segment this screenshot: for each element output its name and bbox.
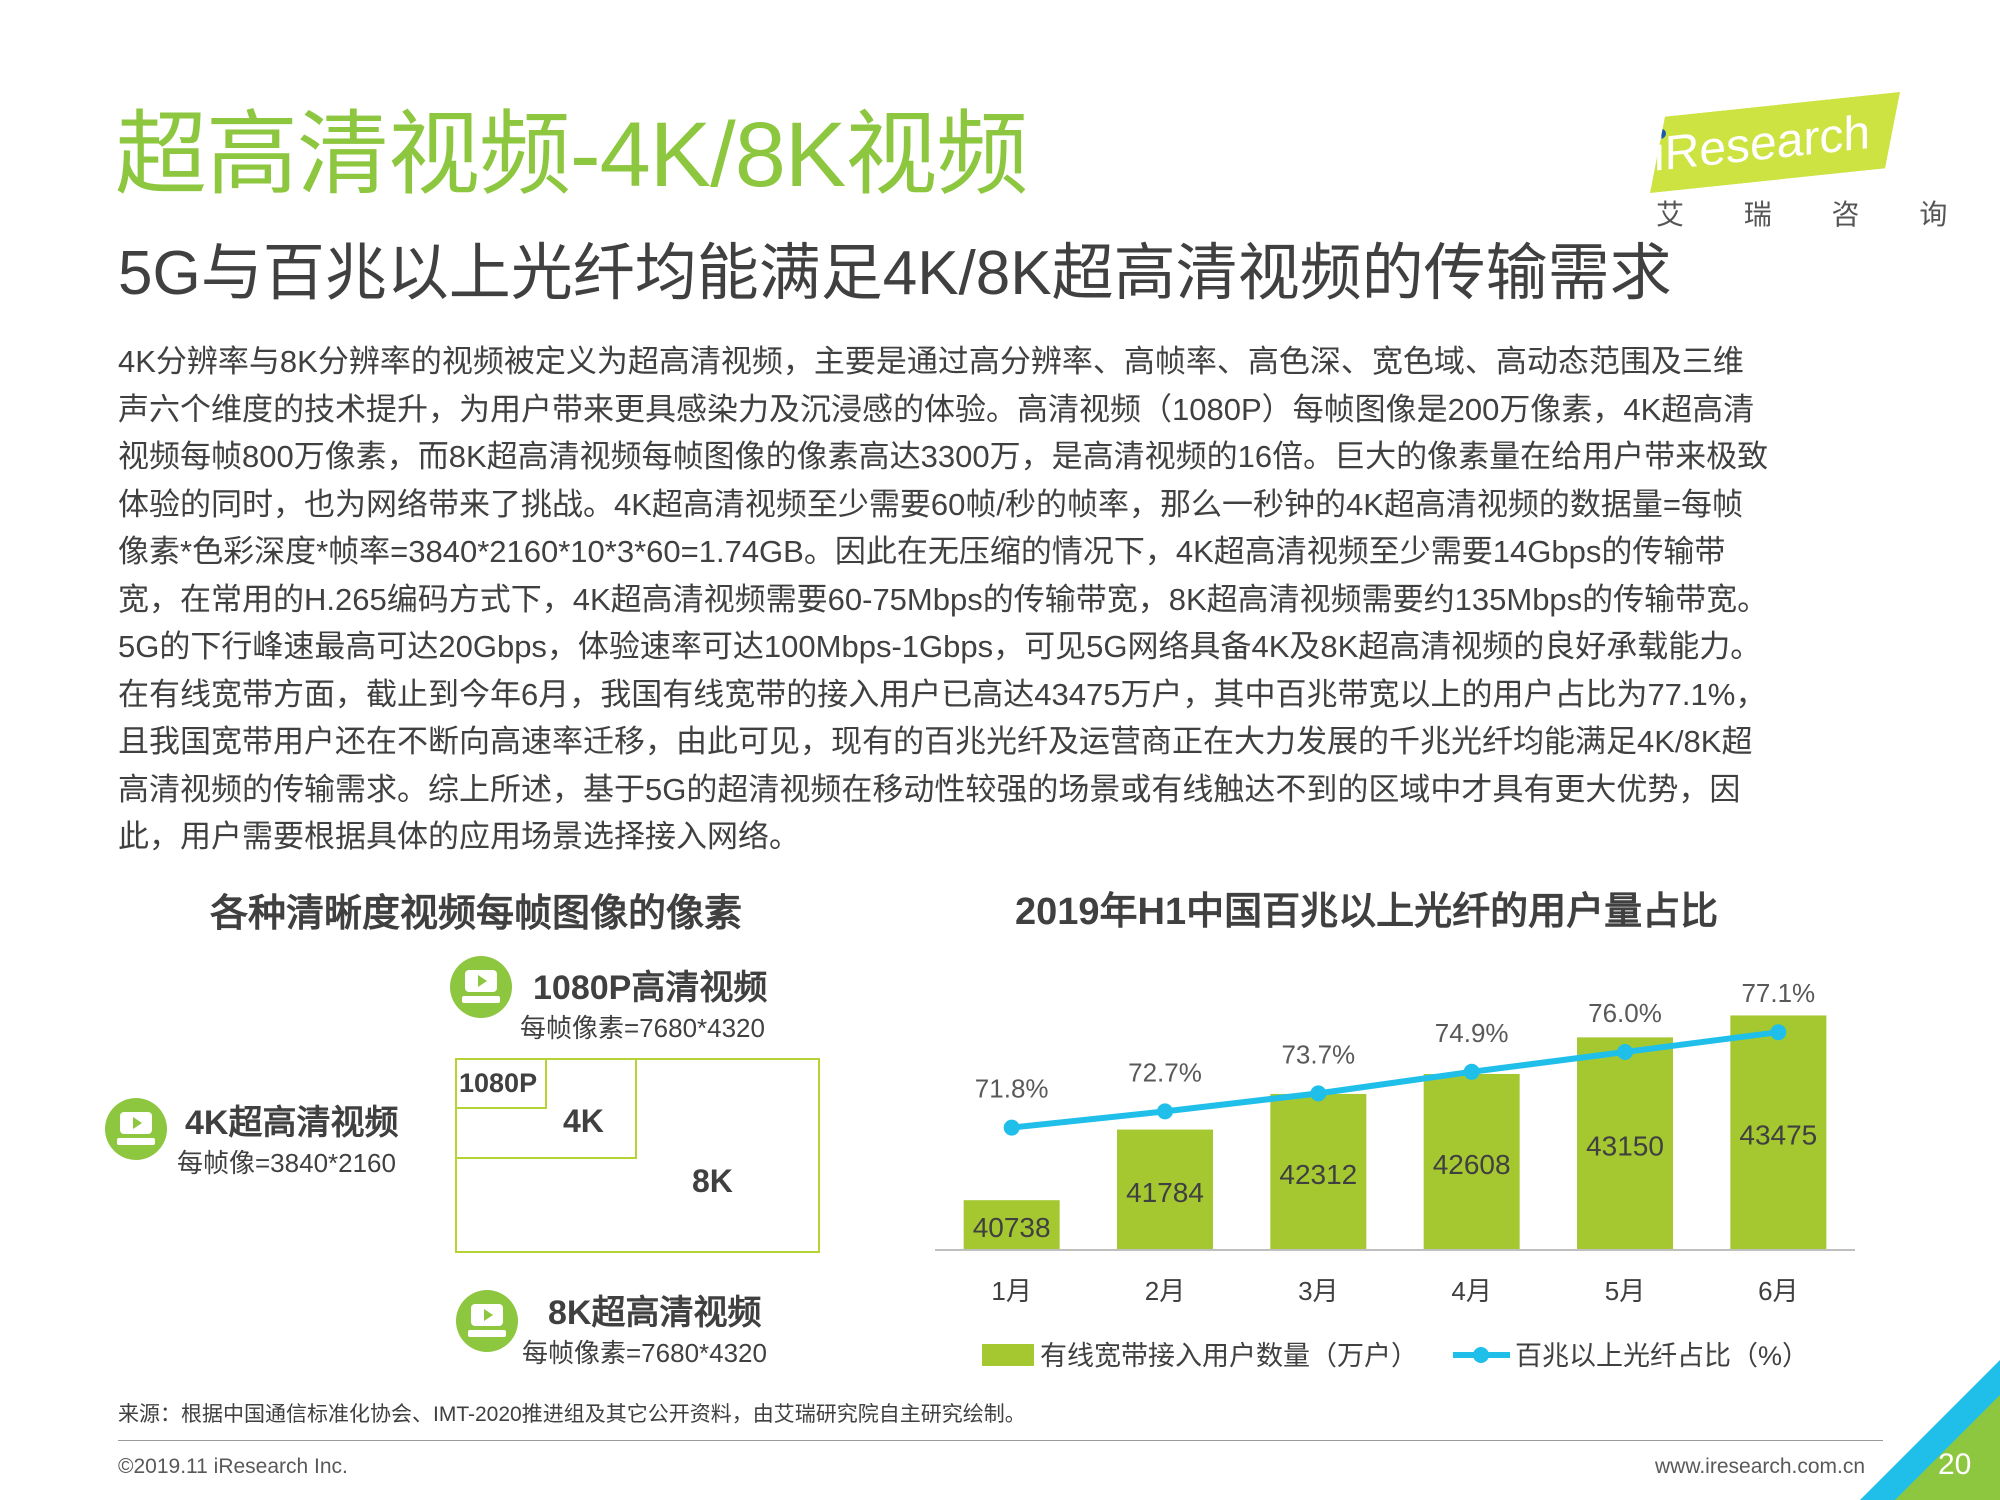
body-line: 在有线宽带方面，截止到今年6月，我国有线宽带的接入用户已高达43475万户，其中… (118, 676, 1767, 712)
bar-value-label: 41784 (1126, 1177, 1204, 1208)
body-line: 体验的同时，也为网络带来了挑战。4K超高清视频至少需要60帧/秒的帧率，那么一秒… (118, 486, 1744, 522)
video-icon-4k (105, 1098, 167, 1160)
line-point (1617, 1044, 1633, 1060)
bar (1270, 1093, 1367, 1250)
stand-icon (117, 1138, 155, 1145)
video-icon-8k (456, 1290, 518, 1352)
footer-divider (118, 1440, 1883, 1441)
sub-8k: 每帧像素=7680*4320 (522, 1338, 767, 1368)
logo-cn-text: 艾 瑞 咨 询 (1656, 199, 1974, 230)
bar (1577, 1037, 1673, 1250)
screen-icon (465, 970, 497, 992)
line-value-label: 76.0% (1588, 998, 1662, 1028)
legend-marker-line (1473, 1347, 1489, 1363)
video-icon-circle (456, 1290, 518, 1352)
chart-title: 2019年H1中国百兆以上光纤的用户量占比 (1015, 891, 1719, 933)
page-number: 20 (1938, 1448, 1972, 1481)
series-line (1011, 1029, 1779, 1131)
x-axis-ticks: 1月 2月 3月 4月 5月 6月 (991, 1276, 1798, 1306)
box-label-1080p: 1080P (459, 1068, 538, 1098)
bar-value-label: 42312 (1279, 1159, 1357, 1190)
line-point (1003, 1119, 1020, 1136)
legend-label-line: 百兆以上光纤占比（%） (1515, 1341, 1809, 1371)
iresearch-logo: iResearch 艾 瑞 咨 询 (1650, 105, 1974, 235)
body-line: 此，用户需要根据具体的应用场景选择接入网络。 (118, 819, 800, 854)
bar-series: 40738 41784 42312 42608 43150 43475 (963, 1015, 1827, 1250)
box-label-8k: 8K (692, 1163, 733, 1199)
bar-value-label: 40738 (973, 1212, 1051, 1243)
combo-chart: 40738 41784 42312 42608 43150 43475 71.8% 72.7… (935, 978, 1855, 1371)
sub-1080p: 每帧像素=7680*4320 (520, 1013, 765, 1043)
video-icon-1080p (450, 956, 512, 1018)
source-note: 来源：根据中国通信标准化协会、IMT-2020推进组及其它公开资料，由艾瑞研究院… (118, 1403, 1026, 1426)
body-line: 宽，在常用的H.265编码方式下，4K超高清视频需要60-75Mbps的传输带宽… (118, 581, 1769, 617)
sub-4k: 每帧像=3840*2160 (177, 1148, 396, 1178)
body-paragraph: 4K分辨率与8K分辨率的视频被定义为超高清视频，主要是通过高分辨率、高帧率、高色… (118, 338, 1898, 861)
body-line: 且我国宽带用户还在不断向高速率迁移，由此可见，现有的百兆光纤及运营商正在大力发展… (118, 724, 1753, 759)
play-icon (133, 1117, 142, 1129)
stand-icon (468, 1330, 506, 1337)
play-icon (484, 1309, 493, 1321)
logo-brand: iResearch (1654, 106, 1871, 182)
body-line: 高清视频的传输需求。综上所述，基于5G的超清视频在移动性较强的场景或有线触达不到… (118, 771, 1741, 807)
legend-label-bar: 有线宽带接入用户数量（万户） (1040, 1341, 1418, 1371)
body-line: 像素*色彩深度*帧率=3840*2160*10*3*60=1.74GB。因此在无… (118, 534, 1726, 569)
line-point (1310, 1085, 1327, 1102)
line-point (1157, 1103, 1173, 1120)
line-value-label: 77.1% (1741, 978, 1815, 1008)
x-tick-label: 6月 (1758, 1276, 1798, 1306)
label-4k: 4K超高清视频 (185, 1104, 399, 1142)
x-tick-label: 2月 (1145, 1276, 1185, 1306)
corner-triangle-green (1895, 1395, 2000, 1500)
x-tick-label: 1月 (991, 1276, 1031, 1306)
play-icon (478, 975, 487, 987)
bar-value-label: 42608 (1433, 1149, 1511, 1180)
legend-swatch-bar (982, 1344, 1034, 1366)
bar (1423, 1073, 1520, 1250)
body-line: 声六个维度的技术提升，为用户带来更具感染力及沉浸感的体验。高清视频（1080P）… (118, 391, 1755, 427)
bar (963, 1200, 1060, 1250)
page-title: 超高清视频-4K/8K视频 (115, 104, 1028, 206)
logo-banner: iResearch (1650, 92, 1900, 193)
x-tick-label: 4月 (1451, 1276, 1491, 1306)
x-tick-label: 5月 (1605, 1276, 1645, 1306)
bar (1730, 1015, 1827, 1250)
page-subtitle: 5G与百兆以上光纤均能满足4K/8K超高清视频的传输需求 (118, 239, 1672, 308)
stand-icon (462, 996, 500, 1003)
video-icon-circle (105, 1098, 167, 1160)
video-icon-circle (450, 956, 512, 1018)
box-label-4k: 4K (563, 1103, 604, 1139)
footer-website[interactable]: www.iresearch.com.cn (1655, 1455, 1866, 1478)
left-panel-title: 各种清晰度视频每帧图像的像素 (210, 893, 743, 935)
bar-value-label: 43475 (1739, 1120, 1817, 1151)
box-1080p (455, 1058, 547, 1109)
line-value-label: 73.7% (1281, 1039, 1355, 1069)
body-line: 视频每帧800万像素，而8K超高清视频每帧图像的像素高达3300万，是高清视频的… (118, 439, 1769, 474)
x-tick-label: 3月 (1298, 1276, 1338, 1306)
bar (1117, 1129, 1213, 1250)
line-point (1463, 1063, 1480, 1080)
label-1080p: 1080P高清视频 (533, 969, 768, 1007)
chart-legend: 有线宽带接入用户数量（万户） 百兆以上光纤占比（%） (982, 1341, 1809, 1371)
line-series: 71.8% 72.7% 73.7% 74.9% 76.0% 77.1% (975, 978, 1815, 1136)
bar-value-label: 43150 (1586, 1131, 1664, 1162)
screen-icon (120, 1112, 152, 1134)
corner-decoration (1860, 1360, 2000, 1500)
line-point (1770, 1024, 1787, 1041)
body-line: 4K分辨率与8K分辨率的视频被定义为超高清视频，主要是通过高分辨率、高帧率、高色… (118, 344, 1744, 379)
screen-icon (471, 1304, 503, 1326)
line-value-label: 72.7% (1128, 1057, 1202, 1087)
label-8k: 8K超高清视频 (548, 1294, 762, 1332)
footer-copyright: ©2019.11 iResearch Inc. (118, 1455, 348, 1478)
body-line: 5G的下行峰速最高可达20Gbps，体验速率可达100Mbps-1Gbps，可见… (118, 629, 1762, 664)
line-value-label: 71.8% (975, 1074, 1049, 1104)
line-value-label: 74.9% (1435, 1018, 1509, 1048)
